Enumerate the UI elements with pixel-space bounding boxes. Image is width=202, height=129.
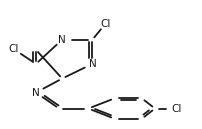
- Text: Cl: Cl: [170, 104, 180, 114]
- Text: Cl: Cl: [8, 44, 19, 54]
- Text: N: N: [32, 88, 40, 98]
- Text: N: N: [88, 59, 96, 69]
- Text: N: N: [58, 35, 66, 45]
- Text: Cl: Cl: [100, 19, 110, 29]
